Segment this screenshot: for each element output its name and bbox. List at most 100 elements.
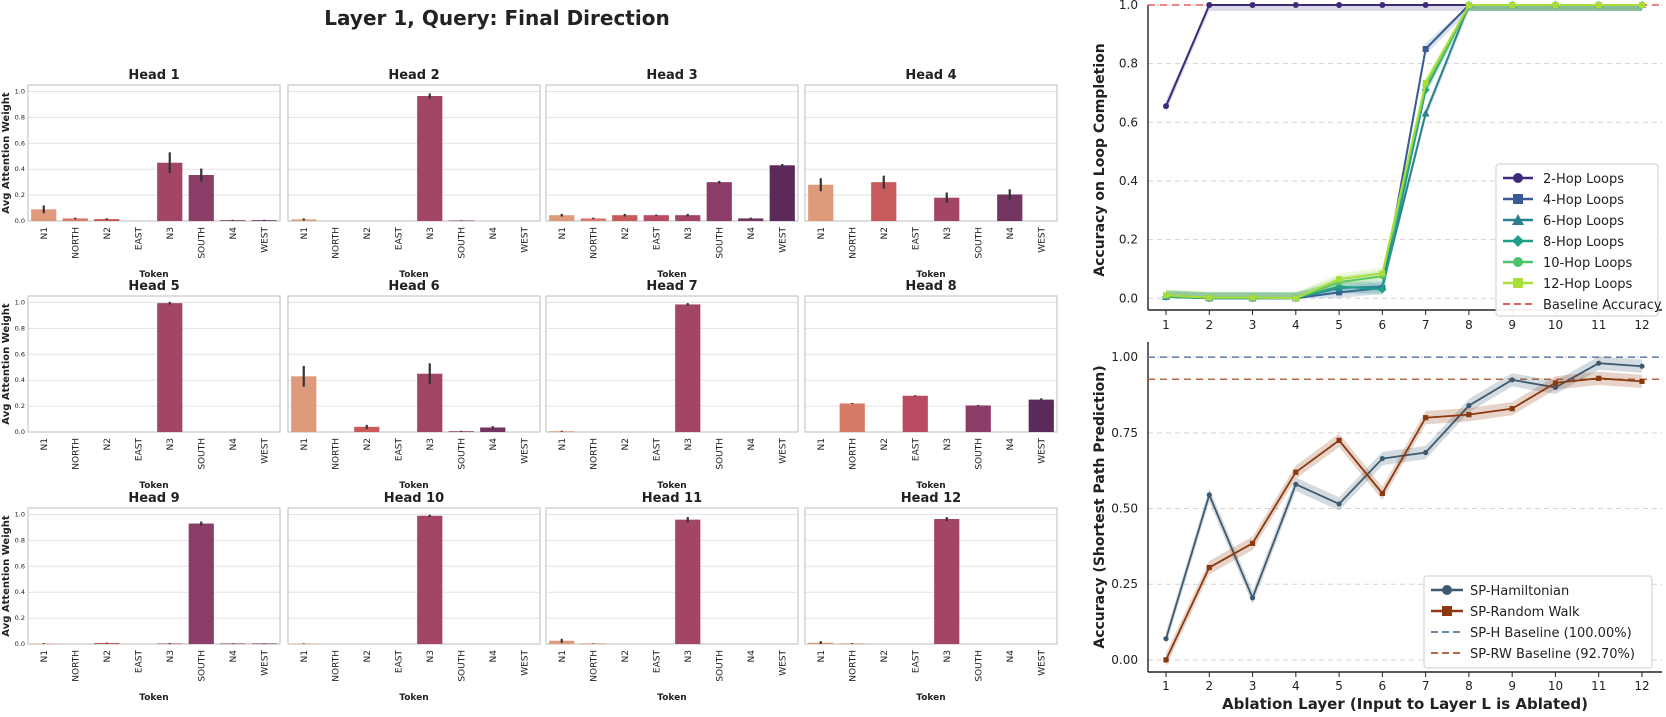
y-tick-label: 0.8: [15, 113, 25, 121]
x-tick-label: EAST: [911, 227, 921, 251]
bar-n1: [291, 643, 317, 645]
y-tick-label: 0.8: [15, 324, 25, 332]
x-tick-label: N2: [880, 227, 890, 239]
x-tick-label: EAST: [394, 227, 404, 251]
y-tick-label: 0.6: [15, 139, 25, 147]
data-point: [1379, 2, 1386, 8]
y-tick-label: 0.2: [15, 191, 25, 199]
x-tick-label: N2: [621, 650, 631, 662]
data-point: [1293, 469, 1299, 475]
panel-frame: [804, 295, 1058, 433]
x-tick-label: N3: [426, 650, 436, 662]
x-tick-label: N3: [166, 438, 176, 450]
y-axis-label: Avg Attention Weight: [1, 515, 12, 637]
data-point: [1509, 406, 1515, 412]
panel-title: Head 2: [388, 68, 439, 83]
x-tick-label: WEST: [1037, 437, 1047, 463]
panel-background: [28, 296, 280, 432]
x-axis-label: Token: [139, 693, 168, 703]
y-tick-label: 1.0: [15, 298, 25, 306]
x-tick-label: 4: [1292, 679, 1300, 693]
x-tick-label: SOUTH: [974, 227, 984, 259]
legend-marker: [1513, 278, 1523, 288]
x-tick-label: SOUTH: [715, 227, 725, 259]
x-tick-label: 12: [1634, 318, 1649, 332]
legend-label: 8-Hop Loops: [1543, 235, 1624, 250]
legend-label: SP-Random Walk: [1470, 605, 1580, 620]
x-axis-label: Token: [399, 481, 428, 491]
bar-north: [839, 403, 865, 432]
y-tick-label: 0.4: [1119, 174, 1138, 188]
y-tick-label: 1.0: [15, 510, 25, 518]
data-point: [1379, 455, 1385, 462]
panel-frame: [287, 507, 541, 645]
data-point: [1206, 564, 1212, 571]
panel-frame: [804, 507, 1058, 645]
bar-west: [769, 165, 795, 221]
y-tick-label: 0.0: [15, 217, 25, 225]
bar-n3: [417, 515, 443, 644]
x-tick-label: EAST: [134, 438, 144, 462]
bar-n3: [675, 519, 701, 644]
data-point: [1163, 636, 1169, 642]
y-tick-label: 0.25: [1111, 577, 1138, 591]
panel-background: [546, 296, 798, 432]
panel-frame: [545, 507, 799, 645]
panel-title: Head 9: [128, 491, 179, 506]
x-tick-label: 1: [1162, 318, 1170, 332]
data-point: [1423, 415, 1429, 421]
panel-background: [28, 508, 280, 644]
legend-label: SP-RW Baseline (92.70%): [1470, 647, 1635, 662]
y-tick-label: 0.6: [15, 350, 25, 358]
bar-n1: [549, 215, 575, 221]
legend-label: 6-Hop Loops: [1543, 214, 1624, 229]
x-tick-label: WEST: [260, 437, 270, 463]
bar-n3: [157, 303, 183, 432]
legend-marker: [1512, 214, 1524, 225]
y-axis-label: Accuracy on Loop Completion: [1092, 43, 1108, 276]
data-point: [1292, 2, 1299, 8]
x-tick-label: N3: [943, 650, 953, 662]
bar-south: [965, 405, 991, 432]
legend-label: 12-Hop Loops: [1543, 277, 1633, 292]
data-point: [1596, 375, 1602, 381]
series-line: [1165, 4, 1642, 107]
x-tick-label: N3: [166, 227, 176, 239]
data-point: [1163, 657, 1169, 663]
x-tick-label: N1: [558, 438, 568, 450]
panel-title: Head 8: [905, 279, 956, 294]
panel-title: Head 10: [384, 491, 444, 506]
panel-title: Head 12: [901, 491, 961, 506]
x-axis-label: Token: [657, 270, 686, 280]
x-axis-label: Token: [399, 693, 428, 703]
data-point: [1639, 363, 1645, 369]
x-tick-label: SOUTH: [974, 438, 984, 470]
data-point: [1552, 380, 1559, 386]
panel-background: [288, 508, 540, 644]
x-tick-label: 8: [1465, 318, 1473, 332]
x-tick-label: NORTH: [589, 650, 599, 682]
data-point: [1422, 79, 1429, 86]
data-point: [1639, 378, 1645, 384]
bar-east: [643, 215, 669, 221]
data-point: [1552, 384, 1559, 391]
data-point: [1249, 294, 1256, 301]
x-tick-label: NORTH: [331, 227, 341, 259]
x-tick-label: N3: [426, 227, 436, 239]
bar-n4: [738, 218, 764, 221]
data-point: [1293, 481, 1299, 487]
x-tick-label: 5: [1335, 679, 1343, 693]
x-tick-label: 8: [1465, 679, 1473, 693]
x-tick-label: SOUTH: [715, 438, 725, 470]
x-tick-label: N2: [363, 227, 373, 239]
confidence-band: [1166, 5, 1642, 113]
x-tick-label: N2: [363, 650, 373, 662]
x-tick-label: N4: [747, 438, 757, 451]
x-tick-label: N4: [1006, 438, 1016, 451]
y-tick-label: 1.0: [15, 87, 25, 95]
data-point: [1465, 2, 1472, 8]
x-tick-label: EAST: [911, 650, 921, 674]
x-axis-label: Token: [916, 481, 945, 491]
x-tick-label: N1: [40, 438, 50, 450]
